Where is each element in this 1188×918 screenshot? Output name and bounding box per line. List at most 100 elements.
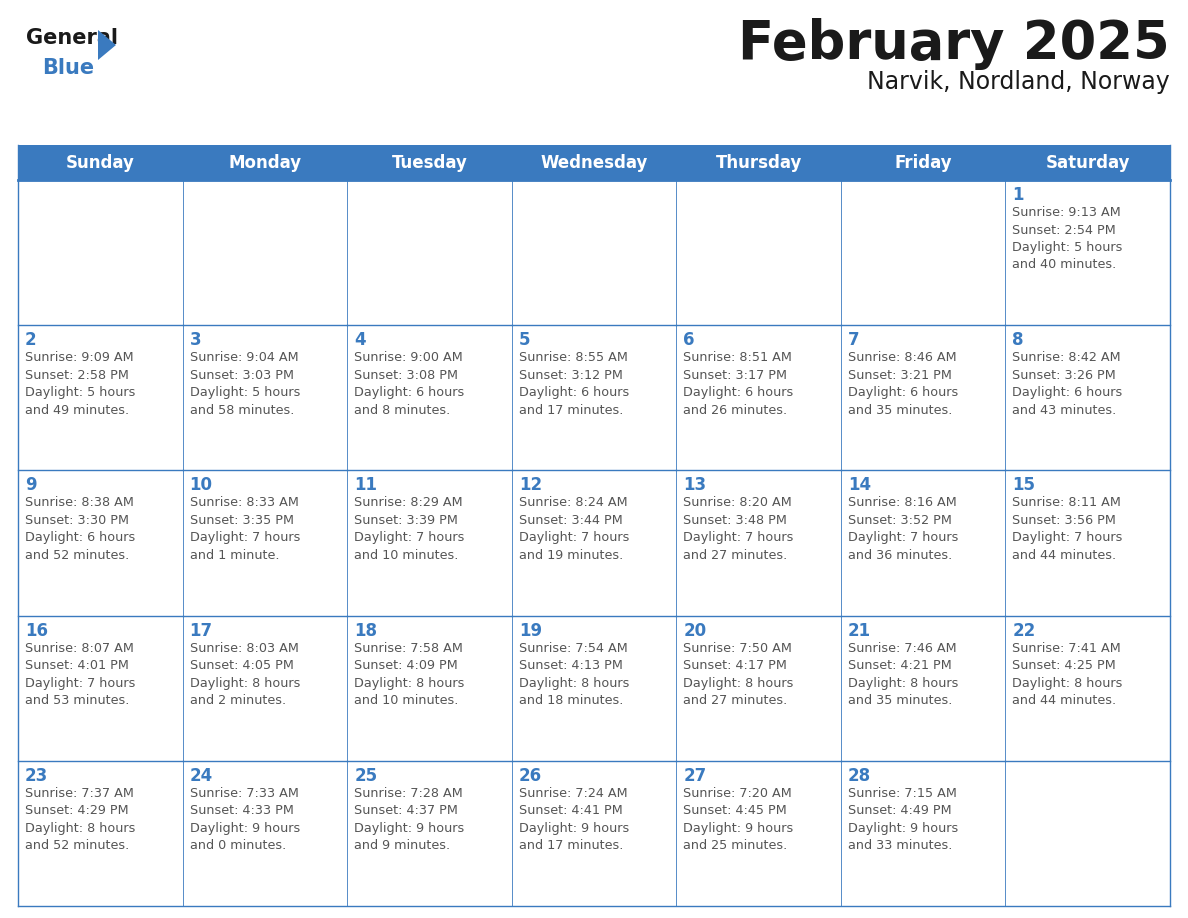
Text: Sunrise: 7:24 AM
Sunset: 4:41 PM
Daylight: 9 hours
and 17 minutes.: Sunrise: 7:24 AM Sunset: 4:41 PM Dayligh… (519, 787, 628, 852)
Bar (18, 180, 183, 325)
Bar (18, 761, 183, 906)
Text: 8: 8 (1012, 331, 1024, 349)
Text: Sunrise: 9:00 AM
Sunset: 3:08 PM
Daylight: 6 hours
and 8 minutes.: Sunrise: 9:00 AM Sunset: 3:08 PM Dayligh… (354, 352, 465, 417)
Text: 15: 15 (1012, 476, 1036, 495)
Bar (18, 616, 183, 761)
Text: 18: 18 (354, 621, 377, 640)
Bar (512, 616, 676, 761)
Bar (347, 761, 512, 906)
Bar (1005, 325, 1170, 470)
Text: Sunrise: 8:11 AM
Sunset: 3:56 PM
Daylight: 7 hours
and 44 minutes.: Sunrise: 8:11 AM Sunset: 3:56 PM Dayligh… (1012, 497, 1123, 562)
Bar (183, 761, 347, 906)
Text: 9: 9 (25, 476, 37, 495)
Text: 20: 20 (683, 621, 707, 640)
Bar (347, 616, 512, 761)
Text: Sunrise: 8:20 AM
Sunset: 3:48 PM
Daylight: 7 hours
and 27 minutes.: Sunrise: 8:20 AM Sunset: 3:48 PM Dayligh… (683, 497, 794, 562)
Text: Sunrise: 8:42 AM
Sunset: 3:26 PM
Daylight: 6 hours
and 43 minutes.: Sunrise: 8:42 AM Sunset: 3:26 PM Dayligh… (1012, 352, 1123, 417)
Text: 10: 10 (190, 476, 213, 495)
Text: 5: 5 (519, 331, 530, 349)
Text: Sunrise: 8:46 AM
Sunset: 3:21 PM
Daylight: 6 hours
and 35 minutes.: Sunrise: 8:46 AM Sunset: 3:21 PM Dayligh… (848, 352, 958, 417)
Bar (676, 470, 841, 616)
Text: Narvik, Nordland, Norway: Narvik, Nordland, Norway (867, 70, 1170, 94)
Bar (183, 616, 347, 761)
Text: Sunrise: 8:16 AM
Sunset: 3:52 PM
Daylight: 7 hours
and 36 minutes.: Sunrise: 8:16 AM Sunset: 3:52 PM Dayligh… (848, 497, 959, 562)
Bar (1005, 180, 1170, 325)
Bar (841, 616, 1005, 761)
Text: 23: 23 (25, 767, 49, 785)
Bar (347, 325, 512, 470)
Text: 6: 6 (683, 331, 695, 349)
Text: 3: 3 (190, 331, 201, 349)
Bar (18, 325, 183, 470)
Text: Monday: Monday (228, 153, 302, 172)
Text: General: General (26, 28, 118, 48)
Text: 11: 11 (354, 476, 377, 495)
Text: Sunrise: 9:13 AM
Sunset: 2:54 PM
Daylight: 5 hours
and 40 minutes.: Sunrise: 9:13 AM Sunset: 2:54 PM Dayligh… (1012, 206, 1123, 272)
Text: Saturday: Saturday (1045, 153, 1130, 172)
Text: Sunrise: 8:24 AM
Sunset: 3:44 PM
Daylight: 7 hours
and 19 minutes.: Sunrise: 8:24 AM Sunset: 3:44 PM Dayligh… (519, 497, 630, 562)
Text: 27: 27 (683, 767, 707, 785)
Bar (512, 180, 676, 325)
Text: Thursday: Thursday (715, 153, 802, 172)
Bar (512, 470, 676, 616)
Bar (841, 180, 1005, 325)
Bar (841, 761, 1005, 906)
Bar (676, 325, 841, 470)
Text: Sunrise: 8:03 AM
Sunset: 4:05 PM
Daylight: 8 hours
and 2 minutes.: Sunrise: 8:03 AM Sunset: 4:05 PM Dayligh… (190, 642, 299, 707)
Text: Sunrise: 7:15 AM
Sunset: 4:49 PM
Daylight: 9 hours
and 33 minutes.: Sunrise: 7:15 AM Sunset: 4:49 PM Dayligh… (848, 787, 958, 852)
Bar (347, 180, 512, 325)
Bar (1005, 470, 1170, 616)
Bar (1005, 616, 1170, 761)
Text: Sunrise: 9:04 AM
Sunset: 3:03 PM
Daylight: 5 hours
and 58 minutes.: Sunrise: 9:04 AM Sunset: 3:03 PM Dayligh… (190, 352, 299, 417)
Text: Sunrise: 7:50 AM
Sunset: 4:17 PM
Daylight: 8 hours
and 27 minutes.: Sunrise: 7:50 AM Sunset: 4:17 PM Dayligh… (683, 642, 794, 707)
Text: Blue: Blue (42, 58, 94, 78)
Bar (183, 180, 347, 325)
Text: Sunrise: 8:29 AM
Sunset: 3:39 PM
Daylight: 7 hours
and 10 minutes.: Sunrise: 8:29 AM Sunset: 3:39 PM Dayligh… (354, 497, 465, 562)
Text: Sunrise: 8:38 AM
Sunset: 3:30 PM
Daylight: 6 hours
and 52 minutes.: Sunrise: 8:38 AM Sunset: 3:30 PM Dayligh… (25, 497, 135, 562)
Text: 28: 28 (848, 767, 871, 785)
Text: Friday: Friday (895, 153, 952, 172)
Bar (512, 761, 676, 906)
Bar (512, 325, 676, 470)
Text: Sunrise: 8:07 AM
Sunset: 4:01 PM
Daylight: 7 hours
and 53 minutes.: Sunrise: 8:07 AM Sunset: 4:01 PM Dayligh… (25, 642, 135, 707)
Text: Sunrise: 7:33 AM
Sunset: 4:33 PM
Daylight: 9 hours
and 0 minutes.: Sunrise: 7:33 AM Sunset: 4:33 PM Dayligh… (190, 787, 299, 852)
Bar (18, 470, 183, 616)
Text: 17: 17 (190, 621, 213, 640)
Text: Sunrise: 7:58 AM
Sunset: 4:09 PM
Daylight: 8 hours
and 10 minutes.: Sunrise: 7:58 AM Sunset: 4:09 PM Dayligh… (354, 642, 465, 707)
Bar (1005, 761, 1170, 906)
Text: 1: 1 (1012, 186, 1024, 204)
Text: 24: 24 (190, 767, 213, 785)
Text: Sunrise: 7:46 AM
Sunset: 4:21 PM
Daylight: 8 hours
and 35 minutes.: Sunrise: 7:46 AM Sunset: 4:21 PM Dayligh… (848, 642, 959, 707)
Bar (676, 616, 841, 761)
Text: 7: 7 (848, 331, 859, 349)
Text: Sunday: Sunday (65, 153, 134, 172)
Text: 22: 22 (1012, 621, 1036, 640)
Text: Sunrise: 7:20 AM
Sunset: 4:45 PM
Daylight: 9 hours
and 25 minutes.: Sunrise: 7:20 AM Sunset: 4:45 PM Dayligh… (683, 787, 794, 852)
Bar (841, 470, 1005, 616)
Text: 19: 19 (519, 621, 542, 640)
Bar (347, 470, 512, 616)
Text: 12: 12 (519, 476, 542, 495)
Text: Sunrise: 8:51 AM
Sunset: 3:17 PM
Daylight: 6 hours
and 26 minutes.: Sunrise: 8:51 AM Sunset: 3:17 PM Dayligh… (683, 352, 794, 417)
Text: 14: 14 (848, 476, 871, 495)
Text: 2: 2 (25, 331, 37, 349)
Text: Sunrise: 7:54 AM
Sunset: 4:13 PM
Daylight: 8 hours
and 18 minutes.: Sunrise: 7:54 AM Sunset: 4:13 PM Dayligh… (519, 642, 630, 707)
Text: 4: 4 (354, 331, 366, 349)
Bar (841, 325, 1005, 470)
Text: 16: 16 (25, 621, 48, 640)
Bar (676, 180, 841, 325)
Bar (183, 470, 347, 616)
Text: Sunrise: 7:28 AM
Sunset: 4:37 PM
Daylight: 9 hours
and 9 minutes.: Sunrise: 7:28 AM Sunset: 4:37 PM Dayligh… (354, 787, 465, 852)
Bar (183, 325, 347, 470)
Text: Tuesday: Tuesday (392, 153, 467, 172)
Bar (676, 761, 841, 906)
Text: Sunrise: 9:09 AM
Sunset: 2:58 PM
Daylight: 5 hours
and 49 minutes.: Sunrise: 9:09 AM Sunset: 2:58 PM Dayligh… (25, 352, 135, 417)
Text: Sunrise: 7:37 AM
Sunset: 4:29 PM
Daylight: 8 hours
and 52 minutes.: Sunrise: 7:37 AM Sunset: 4:29 PM Dayligh… (25, 787, 135, 852)
Text: Sunrise: 8:55 AM
Sunset: 3:12 PM
Daylight: 6 hours
and 17 minutes.: Sunrise: 8:55 AM Sunset: 3:12 PM Dayligh… (519, 352, 628, 417)
Text: 21: 21 (848, 621, 871, 640)
Text: February 2025: February 2025 (739, 18, 1170, 70)
Polygon shape (97, 30, 116, 60)
Text: Sunrise: 8:33 AM
Sunset: 3:35 PM
Daylight: 7 hours
and 1 minute.: Sunrise: 8:33 AM Sunset: 3:35 PM Dayligh… (190, 497, 299, 562)
Text: 26: 26 (519, 767, 542, 785)
Text: 25: 25 (354, 767, 378, 785)
